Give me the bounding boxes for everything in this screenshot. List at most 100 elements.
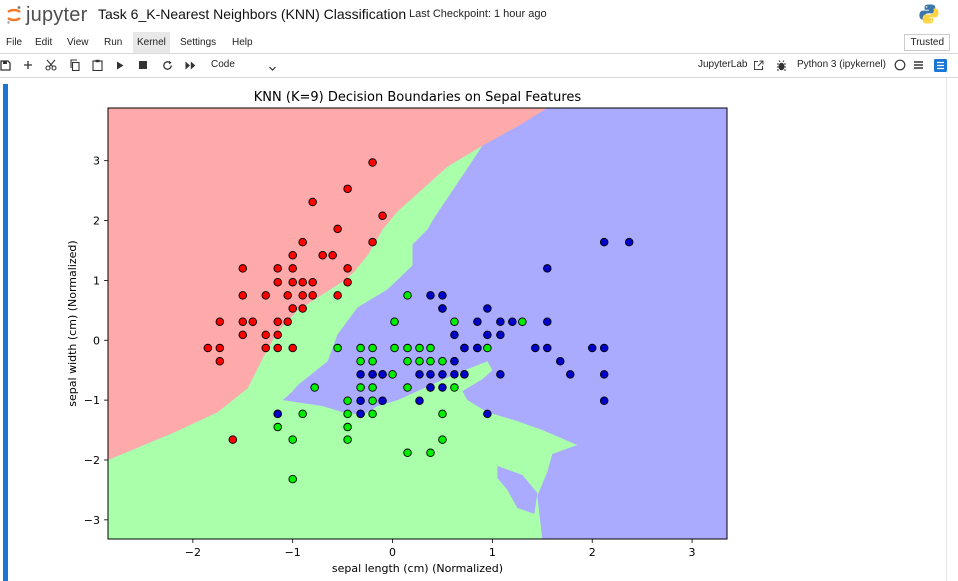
data-point-series1-44 <box>438 435 447 444</box>
data-point-series1-43 <box>343 435 352 444</box>
data-point-series1-7 <box>368 343 377 353</box>
stop-icon[interactable] <box>136 58 150 72</box>
scatter-points <box>203 158 634 484</box>
y-tick-label-3: 0 <box>93 334 100 347</box>
data-point-series0-4 <box>333 224 342 234</box>
menu-lines-icon[interactable] <box>911 58 925 72</box>
data-point-series0-1 <box>343 184 352 194</box>
trusted-badge[interactable]: Trusted <box>904 34 950 51</box>
data-point-series2-39 <box>273 409 282 419</box>
chevron-down-icon[interactable] <box>268 58 277 77</box>
data-point-series1-42 <box>288 435 297 444</box>
data-point-series1-47 <box>288 474 297 484</box>
data-point-series2-41 <box>483 409 492 419</box>
menu-help[interactable]: Help <box>232 37 253 48</box>
paste-icon[interactable] <box>90 58 104 72</box>
data-point-series0-18 <box>343 277 352 287</box>
data-point-series2-5 <box>483 304 492 313</box>
jupyterlab-link[interactable]: JupyterLab <box>698 59 748 70</box>
add-cell-icon[interactable] <box>21 58 35 72</box>
jupyter-logo-icon <box>7 6 21 24</box>
data-point-series0-41 <box>228 435 238 444</box>
data-point-series2-20 <box>450 356 459 366</box>
active-cell-indicator[interactable] <box>3 84 8 581</box>
logo-wordmark: jupyter <box>26 3 88 26</box>
kernel-name[interactable]: Python 3 (ipykernel) <box>797 59 886 70</box>
data-point-series0-20 <box>261 291 270 300</box>
data-point-series1-5 <box>333 343 342 353</box>
notebook-title[interactable]: Task 6_K-Nearest Neighbors (KNN) Classif… <box>98 6 407 22</box>
data-point-series1-26 <box>310 383 319 392</box>
data-point-series2-38 <box>599 396 609 405</box>
data-point-series1-3 <box>518 317 527 326</box>
scrollbar-track[interactable] <box>946 78 947 581</box>
data-point-series0-33 <box>261 330 270 340</box>
data-point-series0-38 <box>273 343 282 353</box>
data-point-series0-7 <box>288 251 297 260</box>
data-point-series2-40 <box>356 409 365 419</box>
data-point-series1-8 <box>390 343 399 353</box>
cell-type-select[interactable]: Code <box>211 59 235 70</box>
data-point-series0-24 <box>333 291 342 300</box>
data-point-series0-5 <box>368 237 377 247</box>
y-tick-label-0: −3 <box>84 514 100 527</box>
y-axis-label: sepal width (cm) (Normalized) <box>66 240 79 406</box>
copy-icon[interactable] <box>67 58 81 72</box>
data-point-series2-13 <box>496 330 505 340</box>
x-axis-ticks: −2 −1 0 1 2 3 <box>185 539 696 559</box>
data-point-series1-28 <box>368 383 377 392</box>
run-icon[interactable] <box>113 58 127 72</box>
property-inspector-icon[interactable] <box>933 58 947 72</box>
data-point-series0-17 <box>308 277 317 287</box>
fast-forward-icon[interactable] <box>183 58 197 72</box>
data-point-series0-10 <box>238 264 248 273</box>
jupyter-logo[interactable]: jupyter <box>6 3 87 27</box>
data-point-series0-26 <box>298 304 307 313</box>
menu-view[interactable]: View <box>67 37 89 48</box>
data-point-series1-10 <box>415 343 424 353</box>
y-tick-label-6: 3 <box>93 155 100 168</box>
data-point-series0-2 <box>308 197 317 207</box>
data-point-series0-14 <box>273 277 282 287</box>
data-point-series1-39 <box>438 409 447 419</box>
save-icon[interactable] <box>0 58 12 72</box>
data-point-series0-28 <box>238 317 248 326</box>
data-point-series0-37 <box>261 343 270 353</box>
x-tick-label-2: 0 <box>389 546 396 559</box>
data-point-series0-13 <box>343 264 352 273</box>
data-point-series1-2 <box>450 317 459 326</box>
data-point-series1-11 <box>426 343 435 353</box>
region-class1 <box>108 145 578 539</box>
restart-icon[interactable] <box>160 58 174 72</box>
header-bar: jupyter Task 6_K-Nearest Neighbors (KNN)… <box>0 0 958 31</box>
notebook-toolbar: Code JupyterLab Python 3 (ipykernel) <box>0 54 958 78</box>
data-point-series0-34 <box>273 330 282 340</box>
data-point-series1-16 <box>368 356 377 366</box>
data-point-series0-23 <box>308 291 317 300</box>
data-point-series1-24 <box>388 370 397 379</box>
data-point-series0-6 <box>298 237 307 247</box>
menu-file[interactable]: File <box>6 37 23 48</box>
menu-run[interactable]: Run <box>104 37 123 48</box>
debugger-bug-icon[interactable] <box>774 58 788 72</box>
data-point-series2-22 <box>356 370 365 379</box>
checkpoint-status: Last Checkpoint: 1 hour ago <box>409 8 547 20</box>
external-link-icon[interactable] <box>751 58 765 72</box>
data-point-series2-9 <box>508 317 517 326</box>
data-point-series2-25 <box>415 370 424 379</box>
menu-edit[interactable]: Edit <box>35 37 53 48</box>
data-point-series2-17 <box>543 343 552 353</box>
cut-icon[interactable] <box>44 58 58 72</box>
x-tick-label-0: −2 <box>185 546 201 559</box>
menu-settings[interactable]: Settings <box>180 37 217 48</box>
data-point-series2-3 <box>426 291 435 300</box>
data-point-series1-41 <box>343 422 352 432</box>
data-point-series0-12 <box>288 264 297 273</box>
data-point-series2-29 <box>460 370 469 379</box>
data-point-series0-9 <box>328 251 337 260</box>
data-point-series1-31 <box>450 383 459 392</box>
data-point-series2-16 <box>531 343 540 353</box>
menu-kernel[interactable]: Kernel <box>133 32 170 53</box>
data-point-series0-36 <box>215 343 225 353</box>
data-point-series0-21 <box>283 291 292 300</box>
